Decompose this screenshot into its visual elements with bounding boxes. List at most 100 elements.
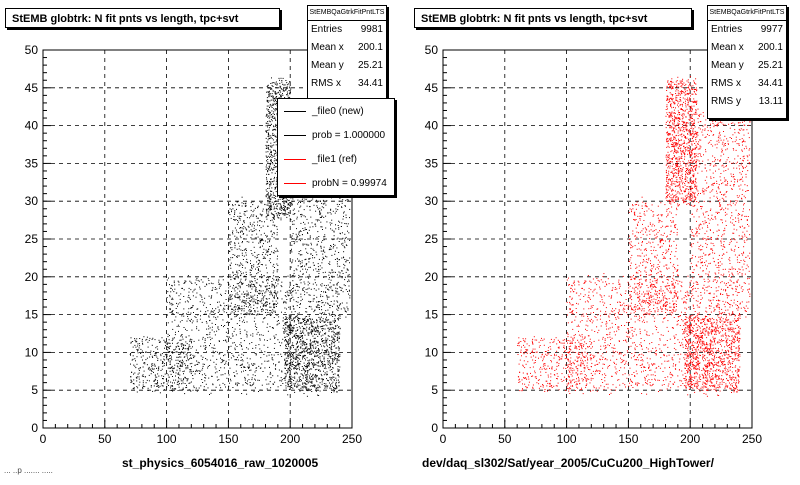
scatter-point [310,237,311,238]
scatter-point [302,326,303,327]
scatter-point [258,237,259,238]
scatter-point [329,322,330,323]
scatter-point [267,252,268,253]
scatter-point [269,100,270,101]
scatter-point [170,382,171,383]
scatter-point [294,368,295,369]
scatter-point [290,351,291,352]
scatter-point [201,379,202,380]
scatter-point [322,226,323,227]
scatter-point [257,218,258,219]
scatter-point [322,312,323,313]
scatter-point [208,278,209,279]
scatter-point [167,354,168,355]
scatter-point [154,385,155,386]
scatter-point [332,353,333,354]
scatter-point [169,346,170,347]
scatter-point [264,258,265,259]
scatter-point [179,387,180,388]
scatter-point [325,386,326,387]
scatter-point [307,289,308,290]
scatter-point [318,387,319,388]
scatter-point [191,371,192,372]
scatter-point [137,376,138,377]
scatter-point [313,323,314,324]
scatter-point [308,348,309,349]
scatter-point [294,270,295,271]
scatter-point [331,329,332,330]
scatter-point [273,96,274,97]
scatter-point [292,288,293,289]
scatter-point [239,270,240,271]
scatter-point [274,201,275,202]
scatter-point [275,151,276,152]
scatter-point [317,345,318,346]
scatter-point [306,197,307,198]
scatter-point [292,197,293,198]
scatter-point [258,391,259,392]
scatter-point [152,338,153,339]
scatter-point [176,303,177,304]
scatter-point [277,375,278,376]
scatter-point [230,379,231,380]
scatter-point [268,280,269,281]
scatter-point [274,177,275,178]
scatter-point [307,365,308,366]
scatter-point [271,191,272,192]
scatter-point [327,310,328,311]
scatter-point [157,386,158,387]
scatter-point [268,214,269,215]
scatter-point [261,227,262,228]
scatter-point [215,317,216,318]
scatter-point [248,314,249,315]
scatter-point [343,216,344,217]
scatter-point [184,289,185,290]
scatter-point [242,250,243,251]
scatter-point [247,321,248,322]
scatter-point [244,367,245,368]
scatter-point [289,215,290,216]
scatter-point [260,293,261,294]
scatter-point [302,345,303,346]
scatter-point [287,326,288,327]
scatter-point [228,308,229,309]
scatter-point [161,370,162,371]
scatter-point [277,234,278,235]
scatter-point [306,322,307,323]
scatter-point [298,385,299,386]
scatter-point [236,232,237,233]
scatter-point [251,202,252,203]
scatter-point [238,232,239,233]
scatter-point [268,134,269,135]
scatter-point [344,279,345,280]
scatter-point [294,383,295,384]
scatter-point [230,299,231,300]
scatter-point [182,389,183,390]
scatter-point [251,267,252,268]
scatter-point [325,338,326,339]
scatter-point [247,235,248,236]
scatter-point [279,80,280,81]
scatter-point [295,349,296,350]
scatter-point [175,332,176,333]
scatter-point [322,302,323,303]
scatter-point [251,379,252,380]
scatter-point [231,357,232,358]
scatter-point [274,292,275,293]
scatter-point [289,363,290,364]
scatter-point [237,305,238,306]
scatter-point [274,217,275,218]
scatter-point [257,314,258,315]
scatter-point [254,230,255,231]
scatter-point [183,389,184,390]
scatter-point [262,240,263,241]
scatter-point [307,371,308,372]
scatter-point [317,341,318,342]
scatter-point [315,211,316,212]
scatter-point [316,205,317,206]
scatter-point [274,267,275,268]
scatter-point [219,284,220,285]
scatter-point [269,202,270,203]
scatter-point [235,294,236,295]
